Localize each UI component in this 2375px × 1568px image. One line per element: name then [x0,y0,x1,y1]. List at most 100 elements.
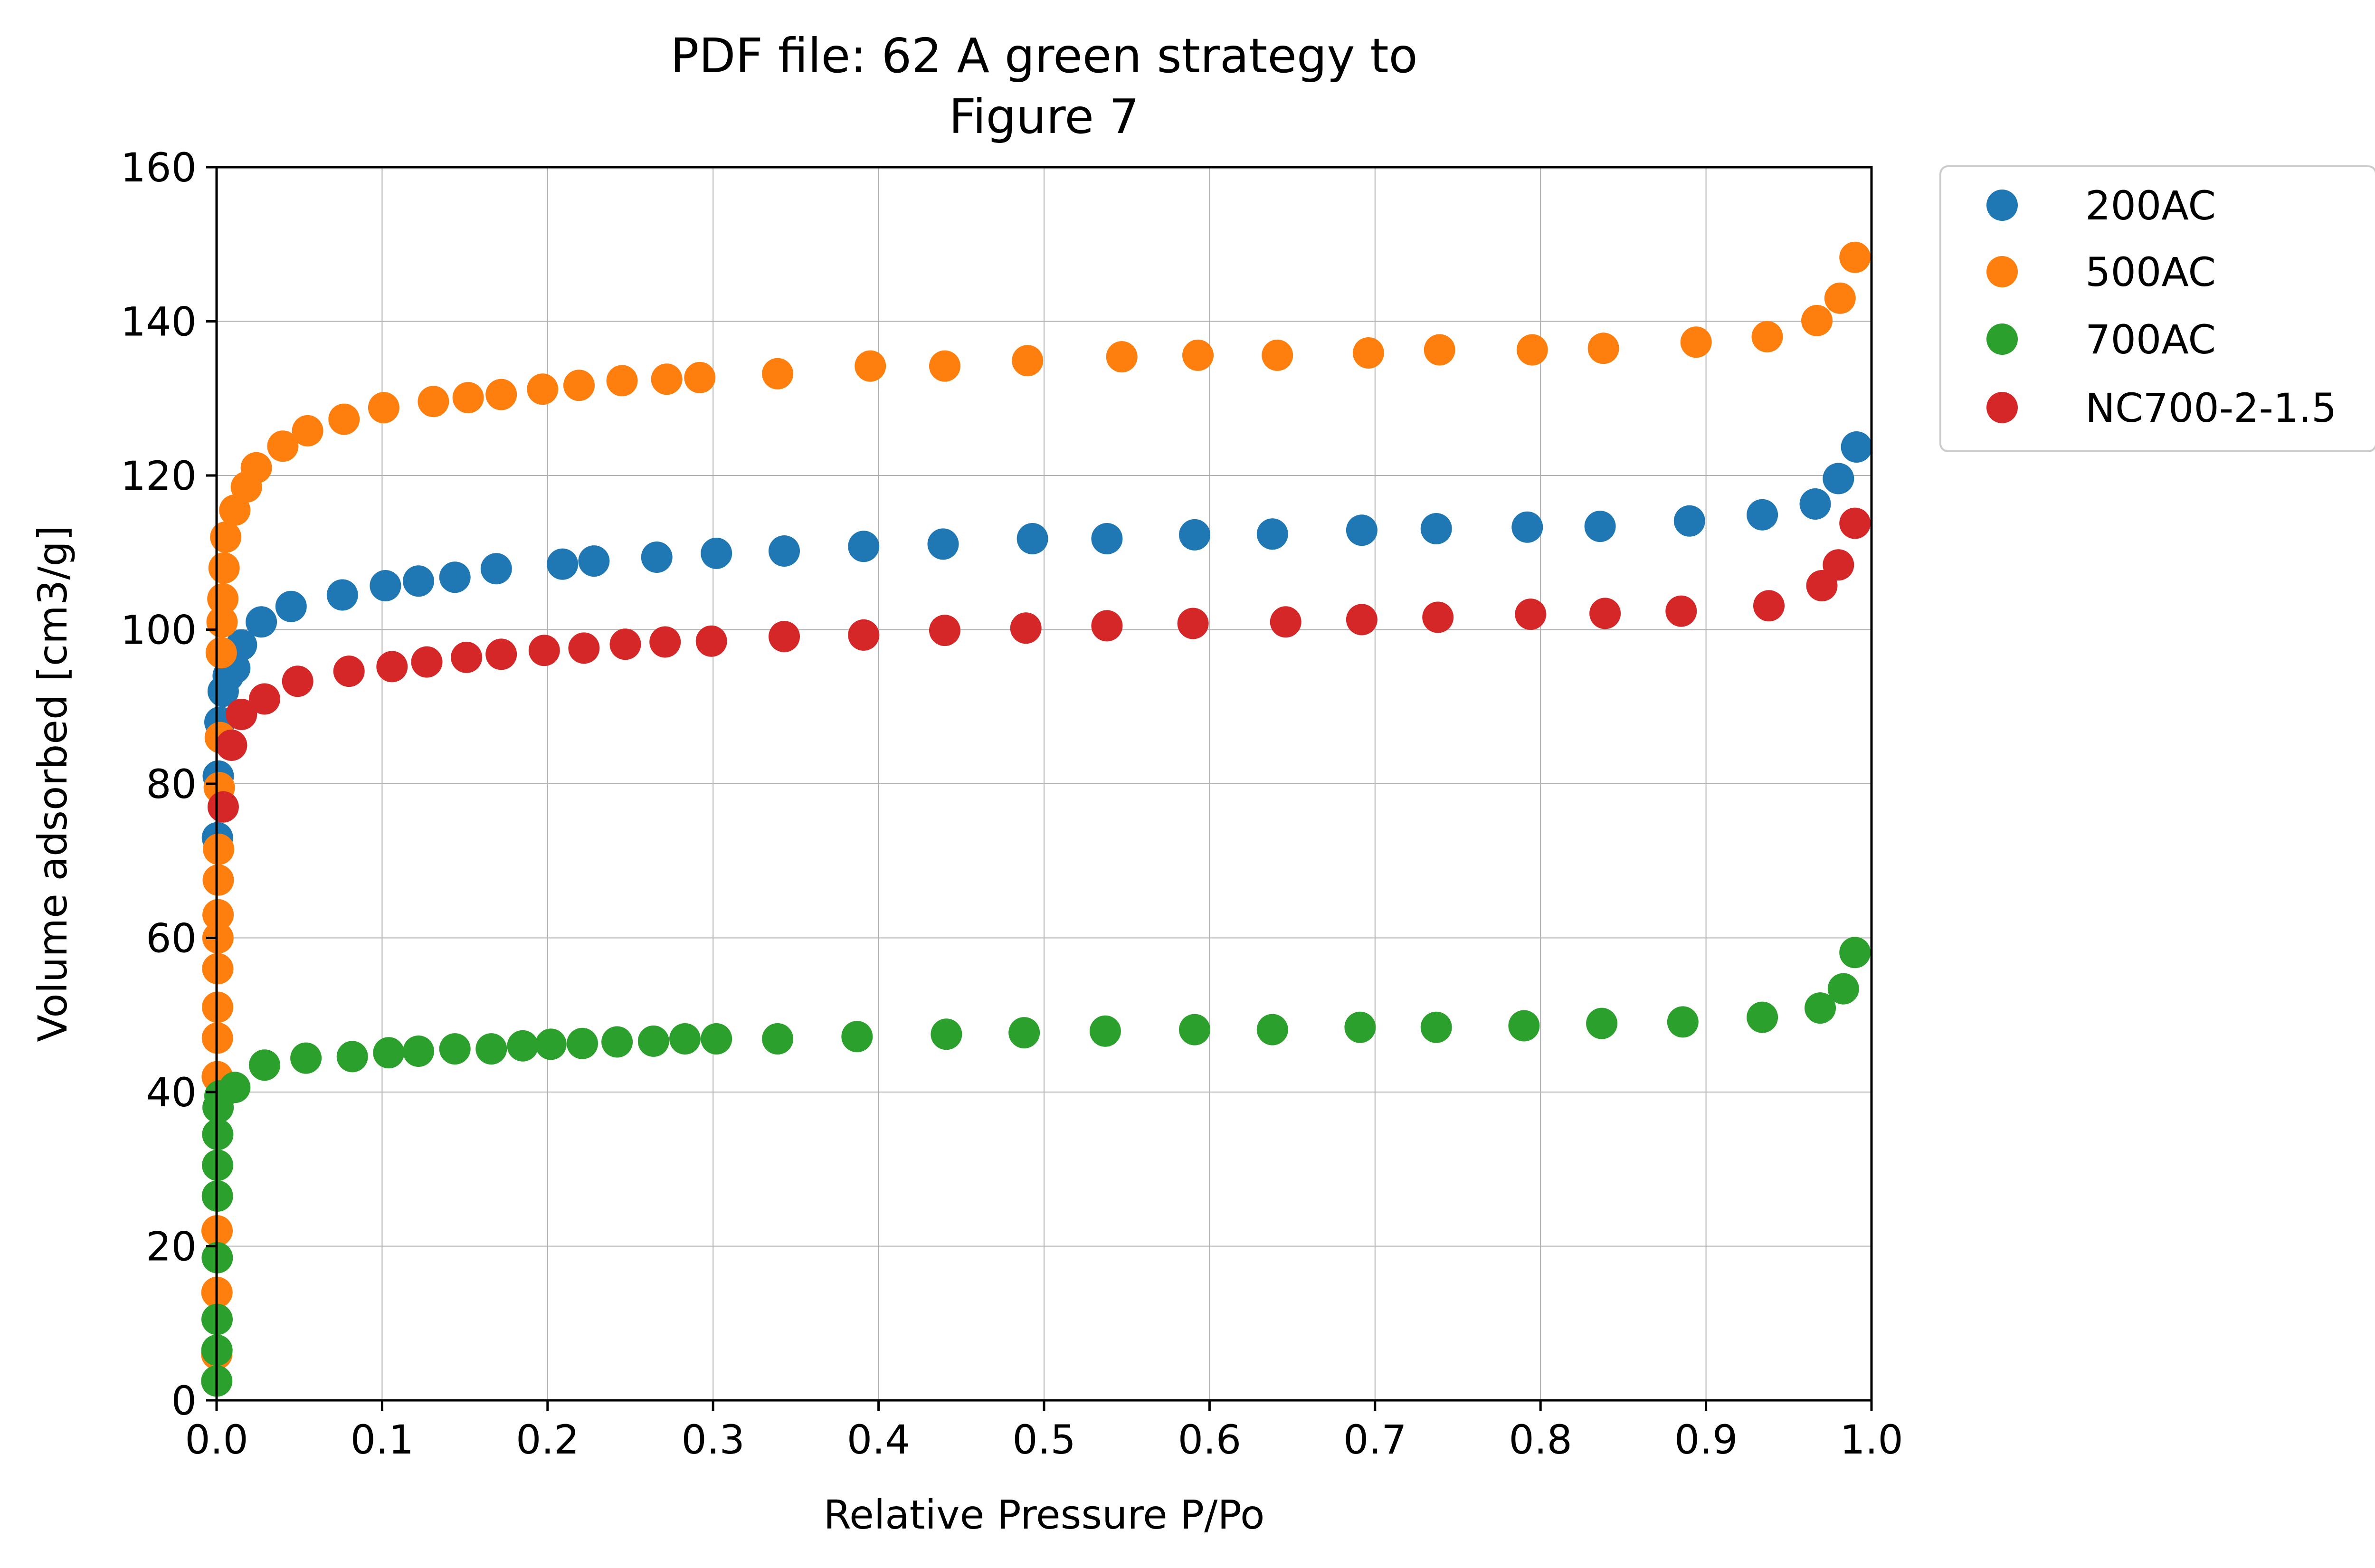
data-points [201,241,1872,1397]
data-point-700ac [1508,1010,1540,1042]
chart-title-line-2: Figure 7 [949,89,1140,144]
data-point-200ac [403,565,434,597]
data-point-700ac [1667,1006,1699,1038]
data-point-500ac [1751,321,1783,352]
data-point-500ac [202,864,234,896]
x-tick-label: 0.3 [681,1416,745,1463]
data-point-700ac [1179,1014,1210,1045]
data-point-500ac [762,358,794,390]
data-point-nc700-2-1-5 [848,619,880,651]
data-point-nc700-2-1-5 [411,646,443,678]
y-axis-label: Volume adsorbed [cm3/g] [29,525,76,1042]
data-point-700ac [1344,1011,1376,1043]
data-point-700ac [249,1049,280,1081]
x-tick-label: 0.8 [1509,1416,1572,1463]
data-point-700ac [373,1037,405,1069]
legend-marker-500ac [1986,256,2018,287]
data-point-200ac [1799,488,1831,520]
data-point-500ac [527,373,559,405]
data-point-nc700-2-1-5 [485,638,517,670]
data-point-200ac [701,537,732,569]
data-point-nc700-2-1-5 [1270,606,1302,638]
data-point-500ac [1839,241,1871,273]
data-point-nc700-2-1-5 [282,665,314,697]
data-point-500ac [563,370,595,401]
data-point-500ac [207,583,239,615]
data-point-200ac [1841,431,1872,463]
data-point-nc700-2-1-5 [1346,604,1378,636]
data-point-500ac [418,386,449,418]
data-point-700ac [1256,1014,1288,1045]
data-point-200ac [480,553,512,585]
data-point-700ac [336,1041,368,1073]
legend-marker-700ac [1986,323,2018,355]
data-point-500ac [202,899,234,931]
legend-marker-200ac [1986,190,2018,221]
x-tick-label: 0.6 [1178,1416,1242,1463]
data-point-nc700-2-1-5 [1589,598,1621,629]
data-point-500ac [328,403,360,435]
data-point-200ac [275,590,307,622]
y-tick-label: 80 [146,761,197,808]
data-point-500ac [1106,341,1138,373]
data-point-200ac [439,561,471,593]
data-point-200ac [547,548,579,580]
x-tick-label: 0.0 [185,1416,248,1463]
data-point-700ac [637,1025,669,1057]
data-point-500ac [1824,282,1856,314]
y-tick-label: 120 [121,453,197,499]
data-point-700ac [841,1021,873,1053]
data-point-nc700-2-1-5 [1839,507,1871,539]
data-point-500ac [452,382,484,414]
data-point-700ac [475,1033,507,1065]
data-point-nc700-2-1-5 [216,729,247,761]
data-point-700ac [762,1023,794,1055]
data-point-200ac [370,570,401,601]
data-point-nc700-2-1-5 [249,683,280,715]
data-point-nc700-2-1-5 [376,651,408,683]
data-point-500ac [205,637,237,669]
legend-label-500ac: 500AC [2085,249,2216,295]
data-point-500ac [292,415,323,447]
data-point-nc700-2-1-5 [1515,599,1547,630]
data-point-200ac [927,528,959,560]
x-tick-label: 0.2 [516,1416,580,1463]
data-point-nc700-2-1-5 [226,699,257,730]
data-point-500ac [929,350,960,382]
data-point-700ac [1747,1001,1778,1033]
data-point-500ac [208,552,240,584]
data-point-700ac [669,1023,701,1055]
data-point-nc700-2-1-5 [568,632,600,664]
data-point-700ac [1008,1017,1040,1049]
data-point-nc700-2-1-5 [609,628,641,660]
data-point-200ac [1420,513,1452,544]
data-point-700ac [567,1027,598,1059]
data-point-nc700-2-1-5 [207,791,239,823]
data-point-500ac [267,430,299,462]
y-tick-label: 20 [146,1224,197,1270]
y-tick-label: 100 [121,607,197,654]
data-point-500ac [1352,337,1384,369]
data-point-700ac [439,1033,471,1065]
data-point-200ac [1091,523,1123,554]
data-point-500ac [855,350,886,382]
data-point-500ac [1587,333,1619,364]
x-axis-label: Relative Pressure P/Po [824,1492,1265,1538]
data-point-200ac [246,606,277,638]
data-point-nc700-2-1-5 [528,635,560,666]
data-point-nc700-2-1-5 [929,615,960,646]
data-point-200ac [1016,523,1048,554]
data-point-nc700-2-1-5 [1177,608,1209,639]
data-point-200ac [1346,514,1378,546]
data-point-500ac [210,521,242,553]
data-point-500ac [606,365,638,397]
data-point-200ac [1179,519,1210,551]
data-point-200ac [1823,463,1854,494]
data-point-700ac [931,1018,962,1050]
data-point-700ac [290,1042,322,1074]
data-point-500ac [1012,345,1044,377]
y-tick-label: 60 [146,915,197,962]
data-point-200ac [1256,518,1288,550]
x-tick-label: 1.0 [1840,1416,1903,1463]
